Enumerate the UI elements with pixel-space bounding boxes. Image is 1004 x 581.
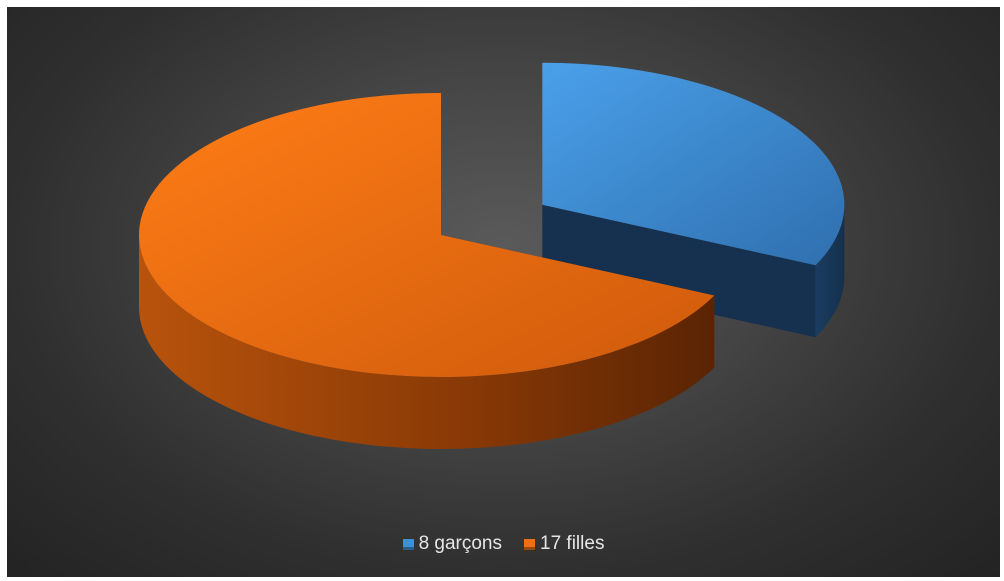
- pie-slice-garcons: [542, 62, 845, 338]
- pie-slice-filles: [138, 92, 715, 449]
- slice-top-filles: [138, 92, 715, 377]
- legend-label-garcons: 8 garçons: [418, 533, 503, 554]
- chart-area: 8 garçons 17 filles: [7, 7, 1000, 577]
- legend-item-filles: 17 filles: [524, 533, 604, 555]
- slice-side-garcons-0: [815, 204, 845, 338]
- pie-chart: [138, 62, 845, 449]
- slice-side-filles-0: [139, 235, 715, 449]
- legend-label-filles: 17 filles: [540, 533, 605, 554]
- slice-cut-face-garcons-1: [542, 204, 816, 338]
- legend-swatch-filles: [524, 538, 536, 550]
- slice-top-garcons: [542, 62, 845, 266]
- legend-swatch-garcons: [402, 538, 414, 550]
- legend: 8 garçons 17 filles: [7, 533, 1000, 555]
- legend-item-garcons: 8 garçons: [402, 533, 503, 555]
